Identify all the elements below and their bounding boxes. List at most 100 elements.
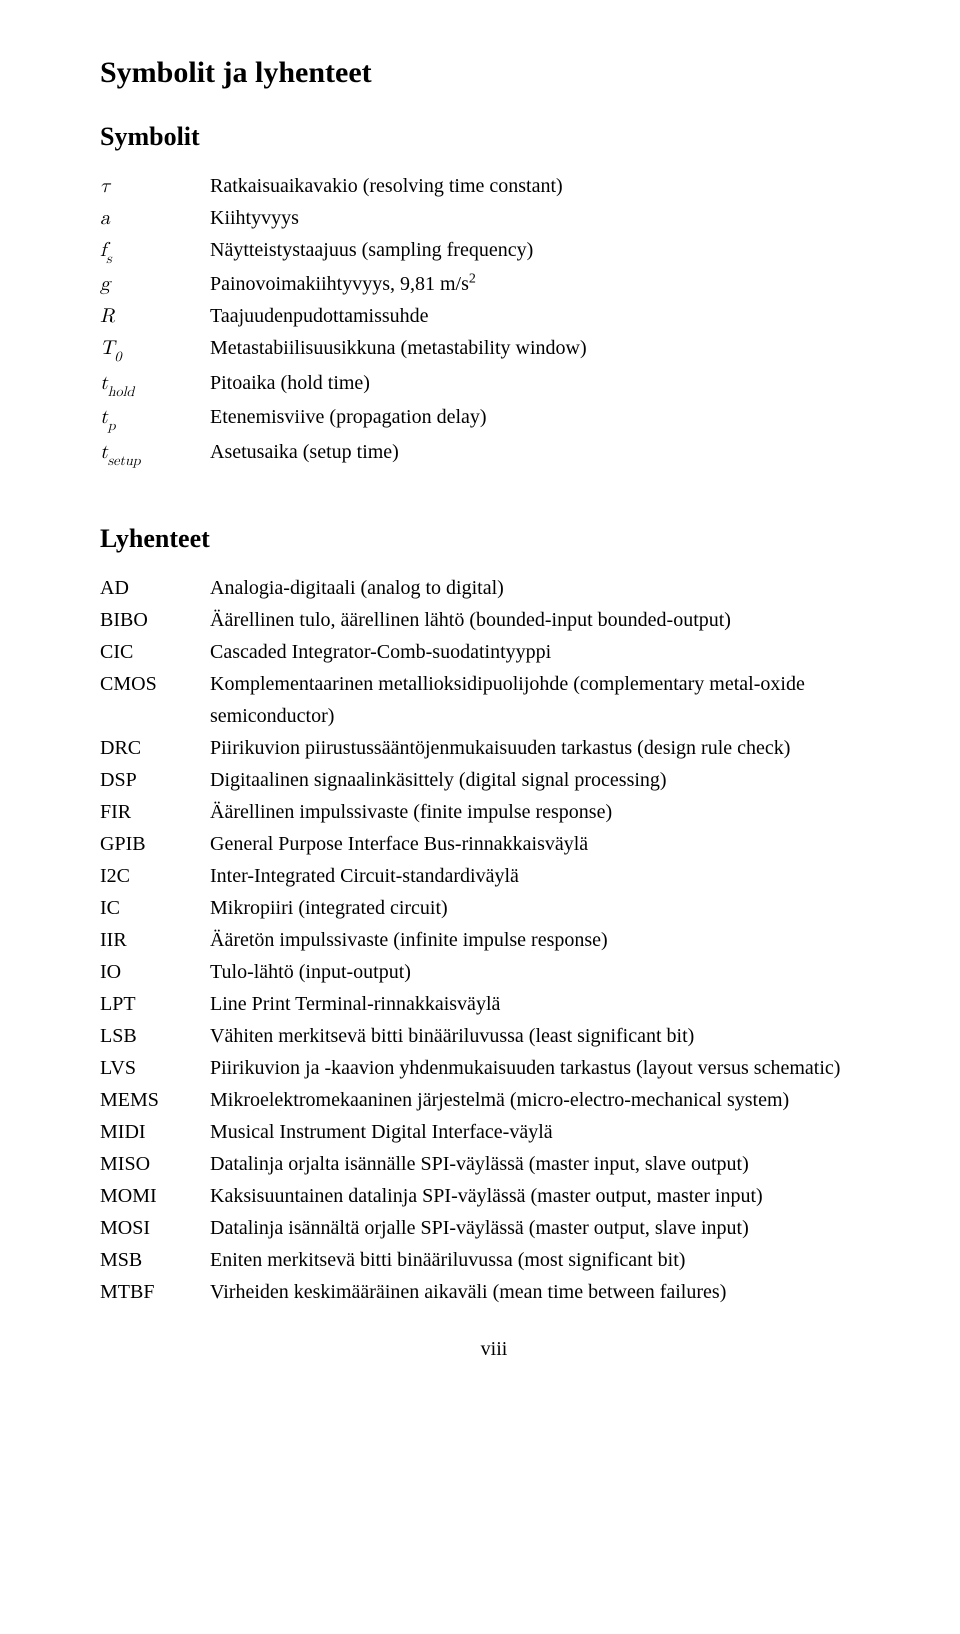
symbol-row: aKiihtyvyys <box>100 202 888 234</box>
abbreviation-description: Musical Instrument Digital Interface-väy… <box>210 1116 888 1148</box>
abbreviation-cell: LPT <box>100 988 210 1020</box>
abbreviation-cell: MTBF <box>100 1276 210 1308</box>
section-heading-symbolit: Symbolit <box>100 122 888 152</box>
abbreviation-cell: LSB <box>100 1020 210 1052</box>
symbol-cell: R <box>100 300 210 332</box>
abbreviation-row: MIDIMusical Instrument Digital Interface… <box>100 1116 888 1148</box>
symbol-cell: τ <box>100 170 210 202</box>
abbreviation-cell: DRC <box>100 732 210 764</box>
abbreviation-description: Cascaded Integrator-Comb-suodatintyyppi <box>210 636 888 668</box>
symbol-row: tpEtenemisviive (propagation delay) <box>100 401 888 435</box>
abbreviation-row: ICMikropiiri (integrated circuit) <box>100 892 888 924</box>
document-page: Symbolit ja lyhenteet Symbolit τRatkaisu… <box>0 0 960 1401</box>
abbreviation-cell: CMOS <box>100 668 210 700</box>
abbreviation-cell: FIR <box>100 796 210 828</box>
abbreviation-description: Äärellinen tulo, äärellinen lähtö (bound… <box>210 604 888 636</box>
symbol-description: Ratkaisuaikavakio (resolving time consta… <box>210 170 888 202</box>
abbreviation-cell: CIC <box>100 636 210 668</box>
page-number: viii <box>100 1338 888 1361</box>
abbreviation-row: IOTulo-lähtö (input-output) <box>100 956 888 988</box>
abbreviation-description: Ääretön impulssivaste (infinite impulse … <box>210 924 888 956</box>
symbol-cell: T0 <box>100 332 210 366</box>
abbreviation-cell: IO <box>100 956 210 988</box>
abbreviation-row: MTBFVirheiden keskimääräinen aikaväli (m… <box>100 1276 888 1308</box>
symbol-description: Taajuudenpudottamissuhde <box>210 300 888 332</box>
abbreviation-description: Komplementaarinen metallioksidipuolijohd… <box>210 668 888 732</box>
section-spacer <box>100 470 888 504</box>
abbreviation-row: IIRÄäretön impulssivaste (infinite impul… <box>100 924 888 956</box>
symbol-cell: tsetup <box>100 436 210 470</box>
abbreviation-cell: MSB <box>100 1244 210 1276</box>
abbreviation-description: Äärellinen impulssivaste (finite impulse… <box>210 796 888 828</box>
abbreviation-cell: AD <box>100 572 210 604</box>
symbol-cell: g <box>100 268 210 300</box>
abbreviation-cell: IC <box>100 892 210 924</box>
abbreviation-description: Mikropiiri (integrated circuit) <box>210 892 888 924</box>
section-heading-lyhenteet: Lyhenteet <box>100 524 888 554</box>
symbol-description: Kiihtyvyys <box>210 202 888 234</box>
abbreviation-description: Datalinja orjalta isännälle SPI-väylässä… <box>210 1148 888 1180</box>
abbreviation-row: I2CInter-Integrated Circuit-standardiväy… <box>100 860 888 892</box>
symbol-cell: tp <box>100 401 210 435</box>
abbreviation-row: LPTLine Print Terminal-rinnakkaisväylä <box>100 988 888 1020</box>
abbreviation-description: Datalinja isännältä orjalle SPI-väylässä… <box>210 1212 888 1244</box>
abbreviation-row: FIRÄärellinen impulssivaste (finite impu… <box>100 796 888 828</box>
abbreviation-cell: IIR <box>100 924 210 956</box>
abbreviation-row: DSPDigitaalinen signaalinkäsittely (digi… <box>100 764 888 796</box>
abbreviation-cell: DSP <box>100 764 210 796</box>
abbreviation-cell: MOMI <box>100 1180 210 1212</box>
abbreviation-row: DRCPiirikuvion piirustussääntöjenmukaisu… <box>100 732 888 764</box>
symbol-cell: fs <box>100 234 210 268</box>
abbreviation-row: BIBOÄärellinen tulo, äärellinen lähtö (b… <box>100 604 888 636</box>
symbol-description: Metastabiilisuusikkuna (metastability wi… <box>210 332 888 364</box>
abbreviation-description: Virheiden keskimääräinen aikaväli (mean … <box>210 1276 888 1308</box>
abbreviation-description: Piirikuvion piirustussääntöjenmukaisuude… <box>210 732 888 764</box>
abbreviation-description: General Purpose Interface Bus-rinnakkais… <box>210 828 888 860</box>
abbreviation-description: Analogia-digitaali (analog to digital) <box>210 572 888 604</box>
abbreviation-row: MEMSMikroelektromekaaninen järjestelmä (… <box>100 1084 888 1116</box>
abbreviation-cell: MISO <box>100 1148 210 1180</box>
abbreviation-description: Inter-Integrated Circuit-standardiväylä <box>210 860 888 892</box>
symbol-row: tholdPitoaika (hold time) <box>100 367 888 401</box>
abbreviation-cell: BIBO <box>100 604 210 636</box>
abbreviation-row: CICCascaded Integrator-Comb-suodatintyyp… <box>100 636 888 668</box>
abbreviation-description: Kaksisuuntainen datalinja SPI-väylässä (… <box>210 1180 888 1212</box>
abbreviation-cell: GPIB <box>100 828 210 860</box>
symbol-row: gPainovoimakiihtyvyys, 9,81 m/s2 <box>100 268 888 300</box>
symbol-cell: thold <box>100 367 210 401</box>
abbreviation-row: MSBEniten merkitsevä bitti binääriluvuss… <box>100 1244 888 1276</box>
symbol-definition-list: τRatkaisuaikavakio (resolving time const… <box>100 170 888 470</box>
abbreviation-cell: MOSI <box>100 1212 210 1244</box>
symbol-cell: a <box>100 202 210 234</box>
abbreviation-cell: MEMS <box>100 1084 210 1116</box>
symbol-row: τRatkaisuaikavakio (resolving time const… <box>100 170 888 202</box>
symbol-row: RTaajuudenpudottamissuhde <box>100 300 888 332</box>
abbreviation-row: GPIBGeneral Purpose Interface Bus-rinnak… <box>100 828 888 860</box>
symbol-description: Asetusaika (setup time) <box>210 436 888 468</box>
abbreviation-definition-list: ADAnalogia-digitaali (analog to digital)… <box>100 572 888 1308</box>
abbreviation-row: MISODatalinja orjalta isännälle SPI-väyl… <box>100 1148 888 1180</box>
abbreviation-row: LSBVähiten merkitsevä bitti binääriluvus… <box>100 1020 888 1052</box>
abbreviation-description: Line Print Terminal-rinnakkaisväylä <box>210 988 888 1020</box>
symbol-description: Painovoimakiihtyvyys, 9,81 m/s2 <box>210 268 888 300</box>
abbreviation-row: CMOSKomplementaarinen metallioksidipuoli… <box>100 668 888 732</box>
symbol-row: T0Metastabiilisuusikkuna (metastability … <box>100 332 888 366</box>
symbol-description: Näytteistystaajuus (sampling frequency) <box>210 234 888 266</box>
abbreviation-row: MOSIDatalinja isännältä orjalle SPI-väyl… <box>100 1212 888 1244</box>
abbreviation-cell: I2C <box>100 860 210 892</box>
abbreviation-cell: LVS <box>100 1052 210 1084</box>
abbreviation-row: LVSPiirikuvion ja -kaavion yhdenmukaisuu… <box>100 1052 888 1084</box>
abbreviation-description: Digitaalinen signaalinkäsittely (digital… <box>210 764 888 796</box>
abbreviation-description: Tulo-lähtö (input-output) <box>210 956 888 988</box>
symbol-row: fsNäytteistystaajuus (sampling frequency… <box>100 234 888 268</box>
abbreviation-description: Eniten merkitsevä bitti binääriluvussa (… <box>210 1244 888 1276</box>
symbol-description: Pitoaika (hold time) <box>210 367 888 399</box>
abbreviation-row: MOMIKaksisuuntainen datalinja SPI-väyläs… <box>100 1180 888 1212</box>
page-title: Symbolit ja lyhenteet <box>100 56 888 90</box>
abbreviation-cell: MIDI <box>100 1116 210 1148</box>
abbreviation-row: ADAnalogia-digitaali (analog to digital) <box>100 572 888 604</box>
abbreviation-description: Piirikuvion ja -kaavion yhdenmukaisuuden… <box>210 1052 888 1084</box>
abbreviation-description: Mikroelektromekaaninen järjestelmä (micr… <box>210 1084 888 1116</box>
symbol-row: tsetupAsetusaika (setup time) <box>100 436 888 470</box>
abbreviation-description: Vähiten merkitsevä bitti binääriluvussa … <box>210 1020 888 1052</box>
